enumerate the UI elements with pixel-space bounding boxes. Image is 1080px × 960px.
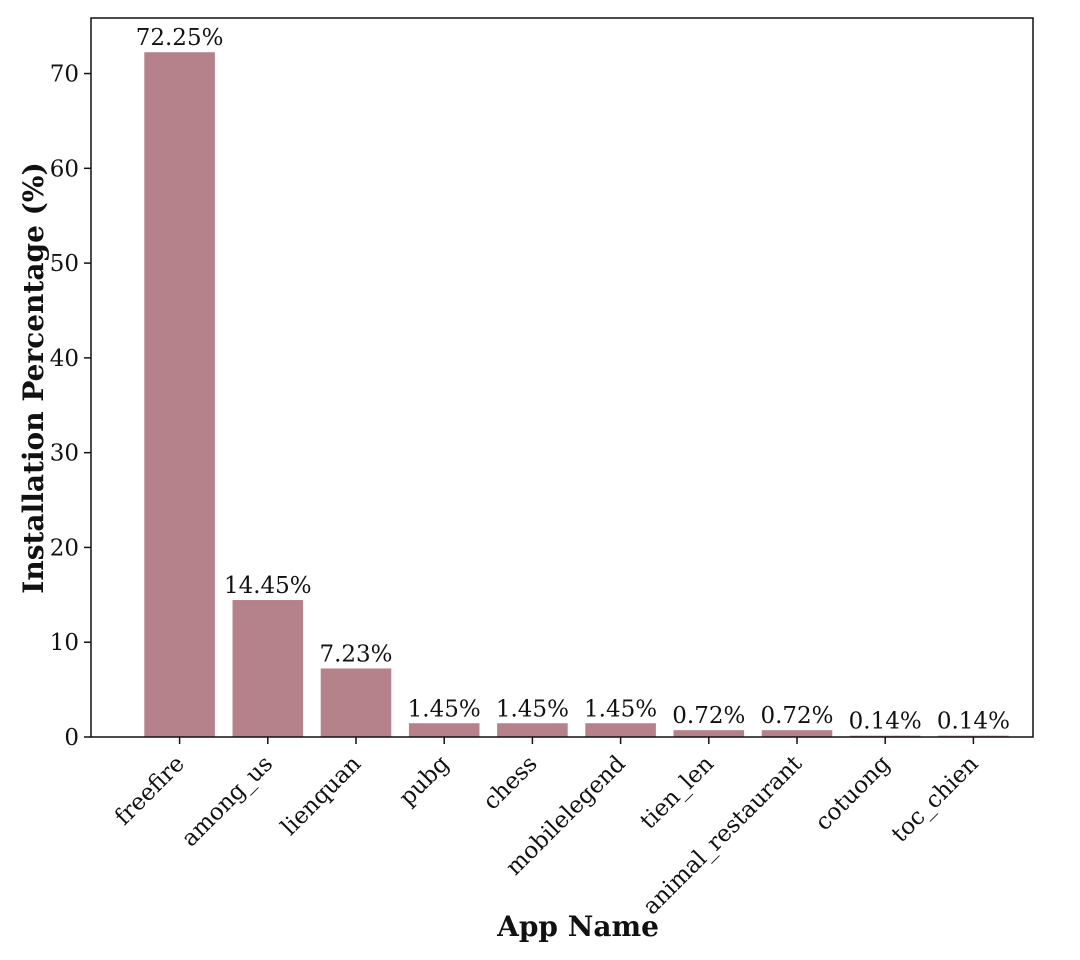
y-axis: 0 10 20 30 40 50 60 70 <box>50 62 91 751</box>
x-tick-label: toc_chien <box>887 751 984 848</box>
bar-pubg <box>408 723 480 737</box>
x-tick-label: freefire <box>110 751 190 831</box>
bar-value-label: 1.45% <box>408 696 481 722</box>
x-tick-label: cotuong <box>810 751 895 836</box>
y-tick-label: 50 <box>50 251 79 277</box>
bar-value-label: 0.72% <box>672 703 745 729</box>
bar-value-label: 1.45% <box>584 696 657 722</box>
bar-value-label: 0.14% <box>937 709 1010 735</box>
bar-value-label: 0.72% <box>760 703 833 729</box>
x-tick-label: tien_len <box>635 751 719 835</box>
bar-freefire <box>144 52 215 738</box>
y-tick-label: 20 <box>50 535 79 561</box>
bar-mobilelegend <box>585 723 656 737</box>
y-tick-label: 30 <box>50 441 79 467</box>
x-tick-label: lienquan <box>276 751 366 841</box>
x-tick-label: among_us <box>177 751 278 852</box>
bar-value-label: 14.45% <box>224 573 312 599</box>
bar-animal-restaurant <box>761 730 833 737</box>
plot-area: 72.25% 14.45% 7.23% 1.45% 1.45% 1.45% 0.72% 0.7… <box>136 25 1010 738</box>
x-tick-label: animal_restaurant <box>638 750 808 920</box>
y-tick-label: 60 <box>50 156 79 182</box>
bar-among-us <box>232 600 304 737</box>
x-tick-label: pubg <box>394 751 454 811</box>
x-tick-label: chess <box>478 751 542 815</box>
x-axis-title: App Name <box>496 910 659 943</box>
plot-frame <box>90 17 1034 738</box>
bar-value-label: 7.23% <box>319 641 392 667</box>
y-tick-label: 40 <box>50 346 79 372</box>
y-tick-label: 0 <box>64 725 79 751</box>
y-tick-label: 70 <box>50 62 79 88</box>
bar-value-label: 72.25% <box>136 25 224 51</box>
y-tick-label: 10 <box>50 630 79 656</box>
y-axis-title: Installation Percentage (%) <box>17 162 50 593</box>
bar-chess <box>497 723 568 737</box>
bar-value-label: 0.14% <box>849 709 922 735</box>
bar-lienquan <box>320 668 392 737</box>
bar-tien-len <box>673 730 745 737</box>
bar-value-label: 1.45% <box>496 696 569 722</box>
